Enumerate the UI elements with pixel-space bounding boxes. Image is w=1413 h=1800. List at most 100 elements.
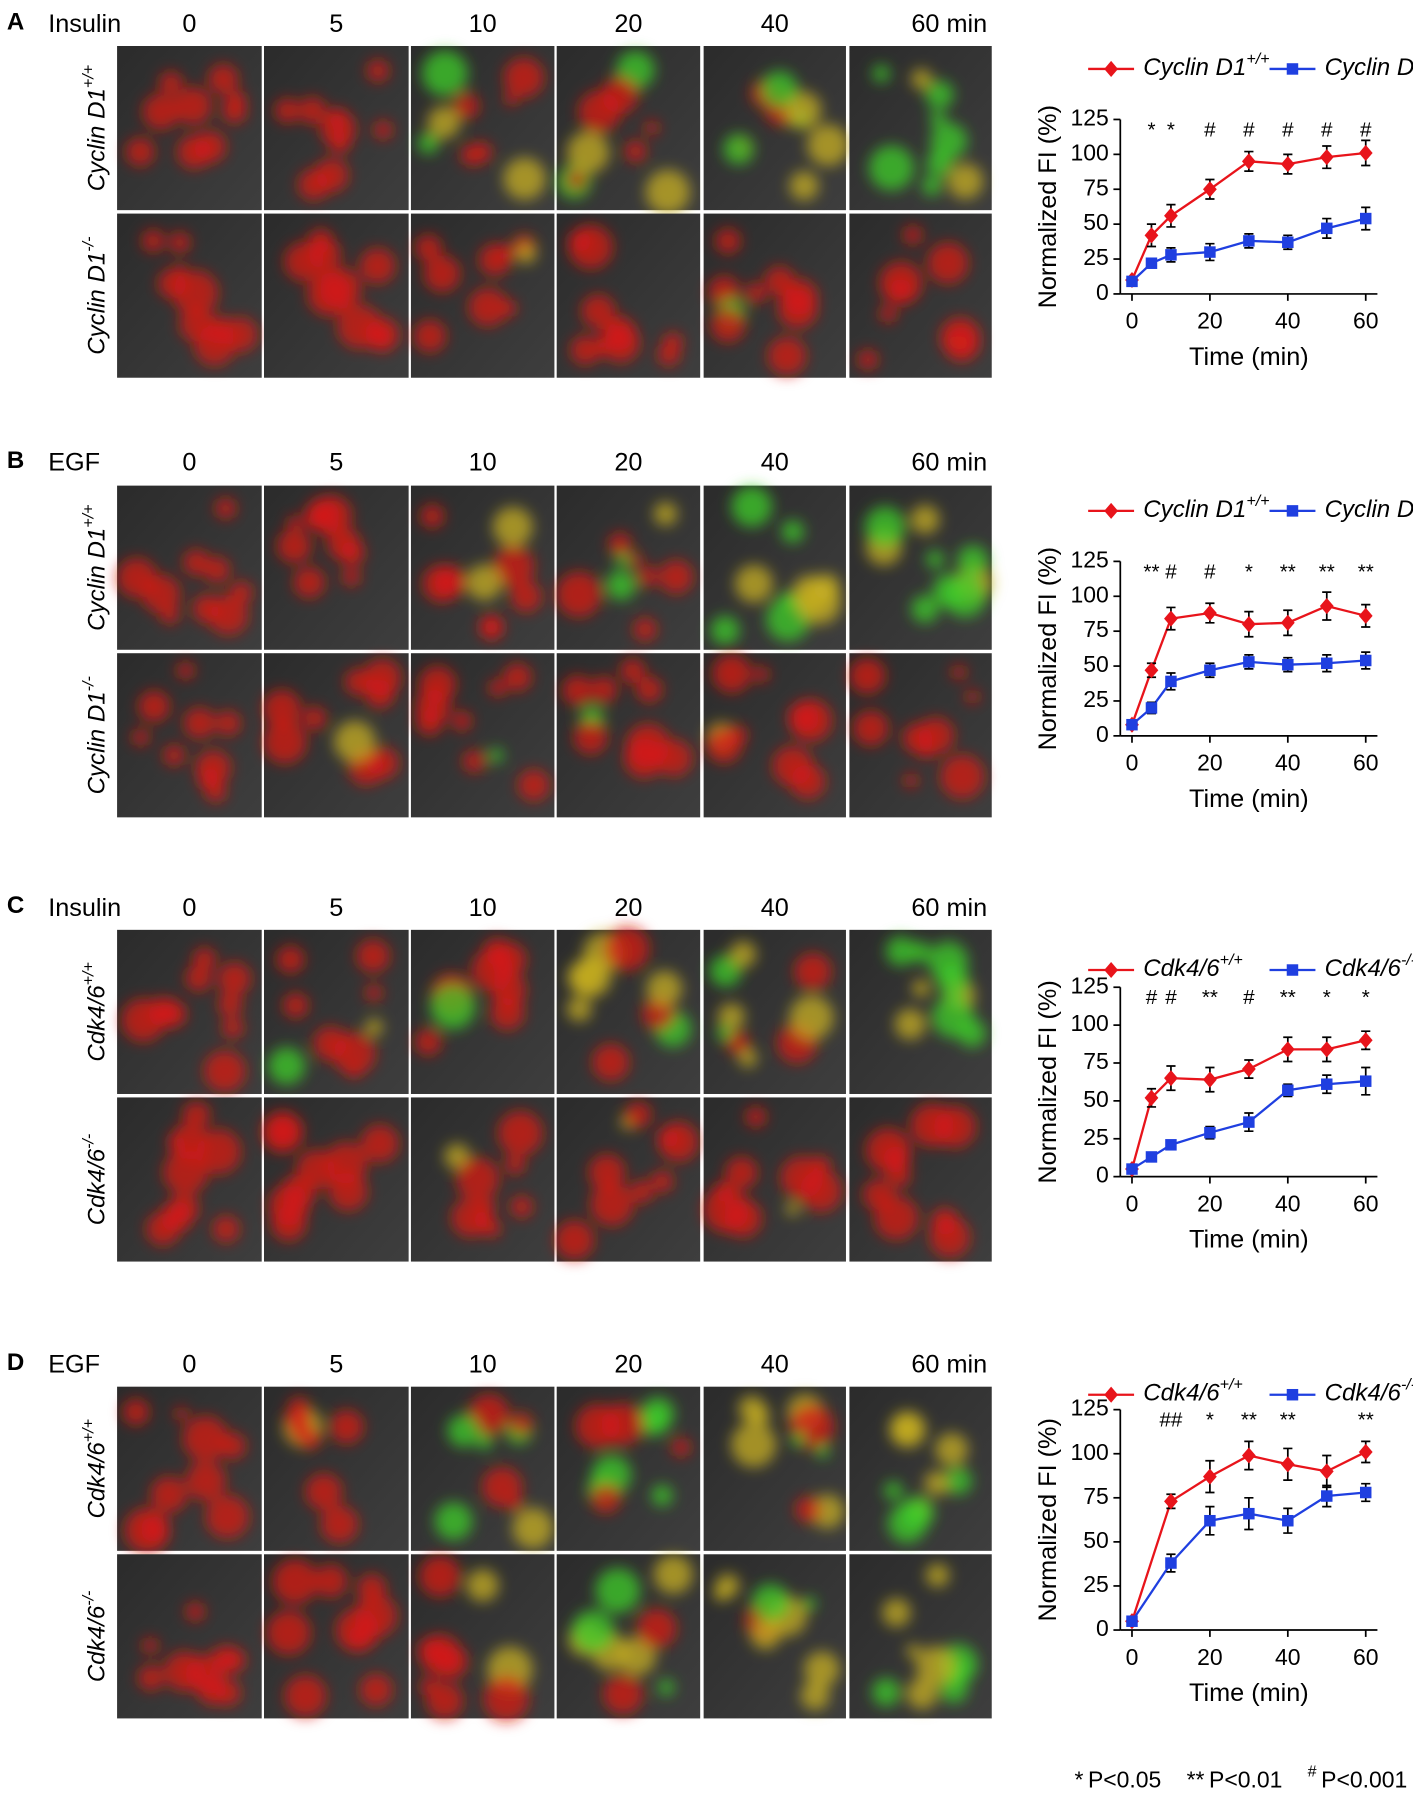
- signal-blob: [592, 1043, 630, 1082]
- legend-name: Cdk4/6: [1325, 1380, 1402, 1407]
- panel-letter: A: [7, 8, 24, 35]
- row-label: Cyclin D1-/-: [80, 676, 111, 794]
- signal-blob: [174, 1406, 189, 1421]
- data-point: [1319, 149, 1334, 166]
- data-point: [1164, 1493, 1178, 1510]
- signal-blob: [510, 1195, 533, 1219]
- signal-blob: [131, 728, 150, 747]
- signal-blob: [657, 343, 681, 367]
- signal-blob: [466, 564, 503, 601]
- signal-blob: [510, 581, 542, 613]
- x-tick-label: 60: [1353, 1190, 1379, 1216]
- legend-entry: Cdk4/6-/-: [1325, 1376, 1413, 1407]
- footnote-symbol: *: [1074, 1767, 1083, 1793]
- data-point: [1282, 1514, 1294, 1527]
- y-tick-label: 0: [1096, 279, 1109, 305]
- micrograph-signal: [414, 937, 527, 1056]
- significance-mark: **: [1280, 560, 1296, 583]
- significance-mark: **: [1358, 560, 1374, 583]
- signal-blob: [417, 132, 439, 154]
- signal-blob: [912, 979, 931, 998]
- micrograph-signal: [266, 1558, 398, 1718]
- x-tick-label: 0: [1126, 750, 1139, 776]
- signal-blob: [925, 1563, 950, 1588]
- signal-blob: [504, 91, 519, 106]
- signal-blob: [339, 540, 365, 566]
- signal-blob: [205, 1495, 250, 1539]
- legend-name: Cyclin D1: [1325, 54, 1413, 81]
- signal-blob: [603, 1674, 644, 1715]
- signal-blob: [571, 1609, 615, 1653]
- data-point: [1126, 1615, 1138, 1627]
- legend-entry: Cyclin D1-/-: [1325, 50, 1413, 81]
- signal-blob: [141, 229, 165, 253]
- y-axis-label: Normalized FI (%): [1034, 980, 1062, 1183]
- signal-blob: [272, 1558, 318, 1605]
- y-tick-label: 75: [1083, 1483, 1109, 1509]
- signal-blob: [277, 529, 312, 564]
- signal-blob: [125, 137, 155, 167]
- micrograph-signal: [261, 1111, 399, 1242]
- micrograph-signal: [731, 1393, 845, 1529]
- legend-name: Cyclin D1: [1325, 496, 1413, 523]
- signal-blob: [885, 936, 916, 966]
- row-label: Cyclin D1+/+: [80, 65, 111, 191]
- signal-blob: [944, 1466, 972, 1495]
- signal-blob: [490, 995, 525, 1031]
- signal-blob: [716, 1025, 733, 1042]
- signal-blob: [779, 591, 796, 609]
- y-tick-label: 125: [1071, 972, 1109, 998]
- signal-blob: [906, 1678, 938, 1710]
- signal-blob: [298, 96, 327, 125]
- data-point: [1359, 212, 1372, 225]
- x-tick-label: 20: [1197, 308, 1223, 334]
- row-label-text: Cyclin D1: [84, 528, 111, 631]
- data-point: [1359, 654, 1372, 667]
- row-label: Cdk4/6+/+: [80, 962, 111, 1062]
- data-point: [1241, 1447, 1256, 1464]
- signal-blob: [636, 1608, 677, 1649]
- y-tick-label: 75: [1083, 1048, 1109, 1074]
- micrograph-signal: [554, 1101, 699, 1260]
- x-tick-label: 40: [1275, 1644, 1301, 1670]
- time-label: 20: [614, 894, 642, 922]
- signal-blob: [419, 1677, 439, 1696]
- signal-blob: [478, 243, 512, 277]
- signal-blob: [804, 1651, 840, 1687]
- signal-blob: [815, 1444, 830, 1459]
- row-label-text: Cdk4/6: [84, 1605, 111, 1682]
- time-label: 10: [469, 448, 497, 476]
- row-label-sup: +/+: [80, 1419, 98, 1442]
- signal-blob: [644, 120, 660, 136]
- micrograph-signal: [284, 228, 400, 352]
- signal-blob: [712, 654, 751, 693]
- signal-blob: [791, 575, 831, 615]
- signal-blob: [503, 663, 532, 692]
- data-point: [1144, 1089, 1159, 1106]
- y-tick-label: 100: [1071, 1010, 1109, 1036]
- signal-blob: [208, 595, 249, 636]
- micrograph-signal: [125, 64, 247, 170]
- time-label: 10: [469, 894, 497, 922]
- signal-blob: [281, 1174, 316, 1209]
- legend-sup: +/+: [1246, 50, 1269, 68]
- micrograph-signal: [709, 941, 834, 1068]
- signal-blob: [951, 664, 967, 680]
- time-label: 5: [329, 448, 343, 476]
- data-point: [1104, 60, 1119, 77]
- row-label-sup: +/+: [80, 65, 98, 88]
- signal-blob: [176, 661, 195, 680]
- signal-blob: [185, 1602, 205, 1622]
- data-point: [1145, 702, 1158, 714]
- signal-blob: [195, 749, 232, 786]
- y-tick-label: 25: [1083, 244, 1109, 270]
- signal-blob: [807, 124, 850, 167]
- y-tick-label: 50: [1083, 209, 1109, 235]
- signal-blob: [906, 1644, 921, 1659]
- y-tick-label: 75: [1083, 616, 1109, 642]
- signal-blob: [159, 71, 183, 95]
- row-label-sup: -/-: [80, 676, 98, 691]
- legend-entry: Cyclin D1+/+: [1143, 50, 1269, 81]
